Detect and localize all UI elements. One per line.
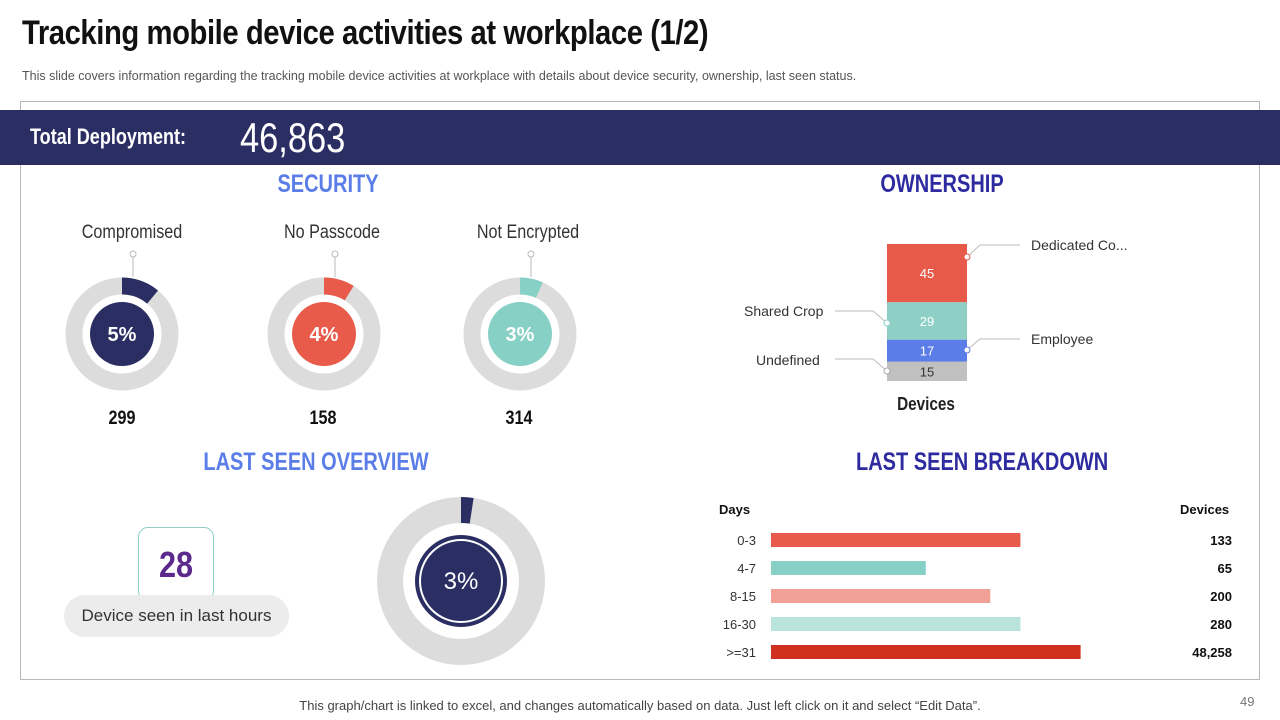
page-number: 49 <box>1240 694 1255 709</box>
leader-dot <box>963 346 971 354</box>
ownership-segment <box>887 361 967 381</box>
big-donut-outer <box>415 535 507 627</box>
breakdown-day-label: 16-30 <box>723 617 756 632</box>
leader-dot <box>129 250 137 258</box>
breakdown-value-label: 280 <box>1210 617 1232 632</box>
ownership-value-label: 17 <box>920 344 934 359</box>
ownership-axis-label: Devices <box>897 394 955 414</box>
donut-percent-label: 3% <box>506 324 535 346</box>
donut-arc <box>121 277 159 304</box>
security-label-no-passcode: No Passcode <box>283 222 381 243</box>
content-frame <box>20 101 1260 680</box>
donut-percent-label: 5% <box>108 324 137 346</box>
page-subtitle: This slide covers information regarding … <box>22 69 857 83</box>
donut-center <box>488 302 552 366</box>
breakdown-bar <box>771 645 1081 659</box>
breakdown-bar <box>771 617 1021 631</box>
leader-dot <box>963 253 971 261</box>
leader-dot <box>331 250 339 258</box>
breakdown-bar <box>771 561 926 575</box>
ownership-heading: OWNERSHIP <box>880 170 1004 198</box>
security-count-no-passcode: 158 <box>309 408 337 429</box>
ownership-label-employee: Employee <box>1031 331 1094 347</box>
donut-arc <box>323 277 354 301</box>
donut-arc <box>519 277 543 299</box>
breakdown-day-label: 4-7 <box>737 561 756 576</box>
ownership-label-undefined: Undefined <box>756 352 820 368</box>
breakdown-value-label: 200 <box>1210 589 1232 604</box>
breakdown-bar <box>771 589 991 603</box>
ownership-value-label: 45 <box>920 266 934 281</box>
deployment-value: 46,863 <box>240 114 346 161</box>
big-donut-ring <box>419 539 503 623</box>
last-seen-breakdown-heading: LAST SEEN BREAKDOWN <box>856 448 1109 476</box>
leader-dot <box>527 250 535 258</box>
ownership-value-label: 29 <box>920 314 934 329</box>
big-donut-percent: 3% <box>444 568 479 595</box>
breakdown-value-label: 65 <box>1218 561 1232 576</box>
donut-center <box>292 302 356 366</box>
last-seen-overview-heading: LAST SEEN OVERVIEW <box>203 448 429 476</box>
deployment-label: Total Deployment: <box>30 124 187 149</box>
security-count-compromised: 299 <box>108 408 136 429</box>
leader-dot <box>883 367 891 375</box>
breakdown-value-label: 48,258 <box>1192 645 1232 660</box>
donut-center <box>90 302 154 366</box>
security-label-compromised: Compromised <box>81 222 183 243</box>
breakdown-devices-header: Devices <box>1180 502 1230 517</box>
breakdown-day-label: 0-3 <box>737 533 756 548</box>
breakdown-day-label: 8-15 <box>730 589 756 604</box>
security-label-not-encrypted: Not Encrypted <box>476 222 580 243</box>
security-count-not-encrypted: 314 <box>505 408 533 429</box>
big-donut-arc <box>460 497 474 524</box>
breakdown-day-label: >=31 <box>726 645 756 660</box>
ownership-segment <box>887 244 967 303</box>
ownership-segment <box>887 339 967 362</box>
ownership-label-dedicated: Dedicated Co... <box>1031 237 1128 253</box>
devices-seen-caption: Device seen in last hours <box>64 595 289 637</box>
footer-note: This graph/chart is linked to excel, and… <box>299 698 981 713</box>
leader-dot <box>883 319 891 327</box>
devices-seen-value: 28 <box>158 544 194 585</box>
security-heading: SECURITY <box>277 170 379 198</box>
page-title: Tracking mobile device activities at wor… <box>22 14 709 52</box>
ownership-segment <box>887 302 967 340</box>
breakdown-value-label: 133 <box>1210 533 1232 548</box>
breakdown-days-header: Days <box>719 502 751 517</box>
donut-percent-label: 4% <box>310 324 339 346</box>
breakdown-bar <box>771 533 1021 547</box>
ownership-value-label: 15 <box>920 364 934 379</box>
ownership-label-shared: Shared Crop <box>744 303 824 319</box>
deployment-band <box>0 110 1280 165</box>
